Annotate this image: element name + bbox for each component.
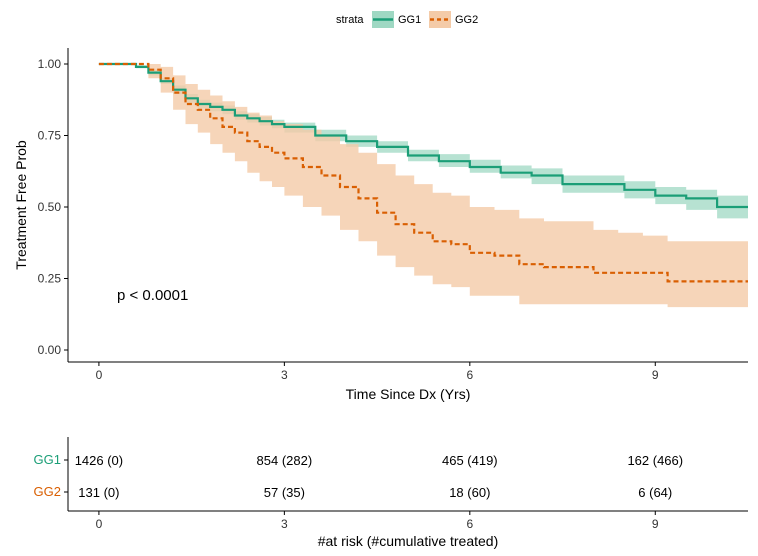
risk-cell: 57 (35) (264, 485, 305, 500)
band-gg2 (98, 64, 748, 308)
risk-cell: 1426 (0) (75, 453, 123, 468)
y-tick-label: 0.75 (38, 129, 62, 143)
y-tick-label: 1.00 (38, 57, 62, 71)
x-axis-title: Time Since Dx (Yrs) (346, 386, 471, 402)
risk-cell: 465 (419) (442, 453, 498, 468)
risk-x-tick-label: 0 (96, 517, 103, 531)
risk-cell: 6 (64) (638, 485, 672, 500)
confidence-bands (98, 64, 748, 308)
risk-x-tick-label: 3 (281, 517, 288, 531)
survival-curves (98, 62, 748, 283)
x-tick-label: 3 (281, 368, 288, 382)
risk-x-ticks: 0 3 6 9 (96, 511, 659, 531)
y-ticks: 0.00 0.25 0.50 0.75 1.00 (38, 57, 68, 357)
legend-title: strata (336, 14, 364, 26)
x-tick-label: 9 (652, 368, 659, 382)
risk-cell: 854 (282) (257, 453, 313, 468)
legend: strata GG1 GG2 (336, 11, 478, 28)
risk-cell: 18 (60) (449, 485, 490, 500)
legend-label-gg2: GG2 (455, 14, 478, 26)
risk-row-label-gg2: GG2 (34, 484, 61, 499)
survival-plot: 0 3 6 9 0.00 0.25 0.50 0.75 1.00 Time Since Dx … (13, 48, 748, 402)
y-axis-title: Treatment Free Prob (13, 140, 29, 270)
x-tick-label: 0 (96, 368, 103, 382)
curve-gg1 (98, 62, 748, 209)
curve-gg2 (98, 62, 748, 283)
risk-table: GG1 1426 (0) 854 (282) 465 (419) 162 (466) GG… (34, 437, 748, 549)
y-tick-label: 0.00 (38, 343, 62, 357)
y-tick-label: 0.25 (38, 272, 62, 286)
band-gg1 (98, 64, 748, 219)
p-value-annotation: p < 0.0001 (117, 287, 188, 304)
risk-row-label-gg1: GG1 (34, 452, 61, 467)
risk-x-tick-label: 6 (466, 517, 473, 531)
risk-cell: 131 (0) (78, 485, 119, 500)
legend-label-gg1: GG1 (398, 14, 421, 26)
risk-cell: 162 (466) (627, 453, 683, 468)
x-tick-label: 6 (466, 368, 473, 382)
y-tick-label: 0.50 (38, 200, 62, 214)
x-ticks: 0 3 6 9 (96, 362, 659, 382)
risk-rows: GG1 1426 (0) 854 (282) 465 (419) 162 (466) GG… (34, 452, 684, 500)
risk-table-title: #at risk (#cumulative treated) (318, 533, 499, 549)
risk-x-tick-label: 9 (652, 517, 659, 531)
